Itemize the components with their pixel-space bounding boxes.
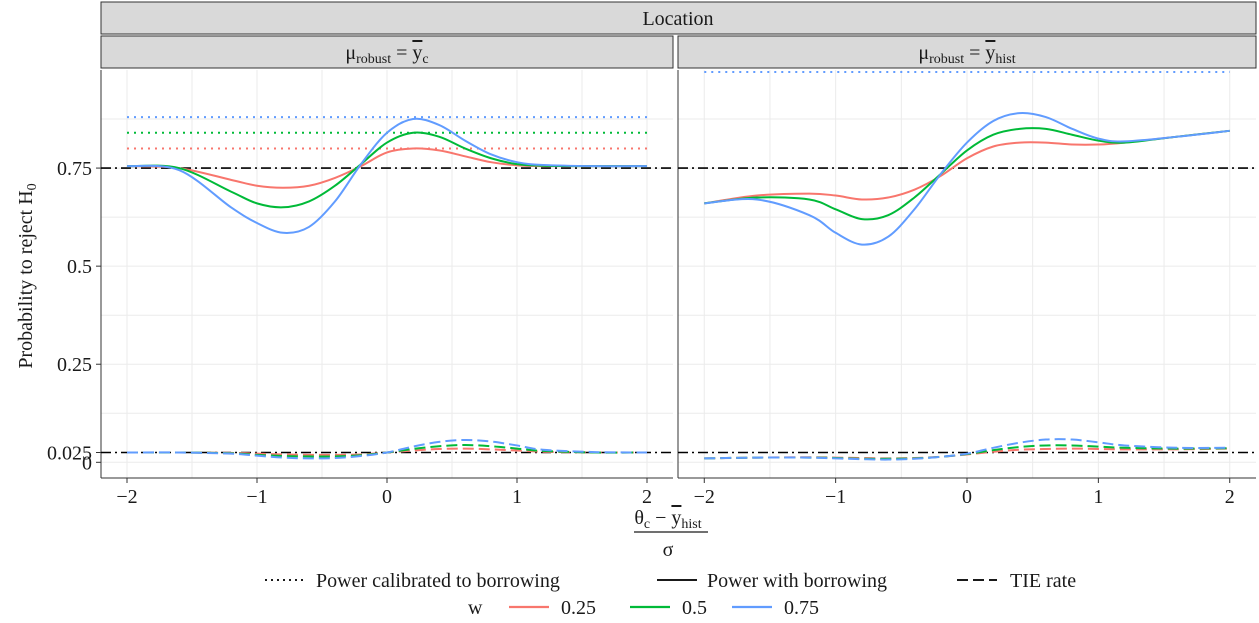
legend-label-power: Power with borrowing bbox=[707, 570, 887, 592]
x-axis-title-denominator: σ bbox=[663, 539, 674, 561]
strip-panel-left bbox=[100, 35, 674, 69]
legend-label-tie: TIE rate bbox=[1010, 570, 1076, 592]
strip-panel-right-label: μrobust = yhist bbox=[918, 42, 1015, 67]
x-tick-label: 0 bbox=[962, 486, 972, 508]
x-tick-label: −1 bbox=[246, 486, 267, 508]
x-tick-label: 1 bbox=[1093, 486, 1103, 508]
panel-right-plot bbox=[677, 70, 1256, 479]
y-axis: 00.025 0.25 0.5 0.75 bbox=[47, 158, 101, 474]
legend-label-calibrated: Power calibrated to borrowing bbox=[316, 570, 560, 592]
series-tie-w0.75 bbox=[126, 438, 648, 460]
x-tick-label: 2 bbox=[642, 486, 652, 508]
legend-color-title: w bbox=[468, 597, 483, 619]
panel-left-plot bbox=[100, 70, 673, 479]
legend-linetype-row: Power calibrated to borrowing Power with… bbox=[265, 570, 1076, 592]
y-tick-label: 0.5 bbox=[67, 256, 92, 278]
series-power-w0.5 bbox=[126, 131, 648, 209]
strip-panel-right bbox=[677, 35, 1257, 69]
x-tick-label: 2 bbox=[1225, 486, 1235, 508]
series-tie-w0.75 bbox=[704, 438, 1230, 461]
x-axis: −2 −1 0 1 2 −2 −1 0 1 2 bbox=[116, 478, 1235, 508]
legend-label-w025: 0.25 bbox=[561, 597, 596, 619]
y-axis-title: Probability to reject H0 bbox=[15, 183, 40, 368]
y-tick-label: 0.75 bbox=[57, 158, 92, 180]
series-power-w0.25 bbox=[704, 129, 1230, 205]
x-tick-label: −2 bbox=[116, 486, 137, 508]
strip-location-label: Location bbox=[642, 8, 713, 30]
strip-location bbox=[100, 1, 1257, 35]
legend-color-row: w 0.25 0.5 0.75 bbox=[468, 597, 819, 619]
series-power-w0.75 bbox=[126, 117, 648, 234]
series-power-w0.5 bbox=[704, 127, 1230, 221]
x-axis-title-numerator: θc − yhist bbox=[634, 507, 701, 532]
y-tick-label: 0.25 bbox=[57, 354, 92, 376]
series-power-w0.75 bbox=[704, 112, 1230, 246]
legend-label-w05: 0.5 bbox=[682, 597, 707, 619]
y-tick-label: 0 bbox=[82, 452, 92, 474]
y-tick-label: 0.025 bbox=[47, 443, 92, 465]
x-axis-title: θc − yhist σ bbox=[634, 507, 708, 561]
legend-label-w075: 0.75 bbox=[784, 597, 819, 619]
strip-panel-left-label: μrobust = yc bbox=[345, 42, 428, 67]
x-tick-label: 1 bbox=[512, 486, 522, 508]
legend: Power calibrated to borrowing Power with… bbox=[265, 570, 1076, 619]
x-tick-label: 0 bbox=[382, 486, 392, 508]
x-tick-label: −1 bbox=[825, 486, 846, 508]
x-tick-label: −2 bbox=[694, 486, 715, 508]
